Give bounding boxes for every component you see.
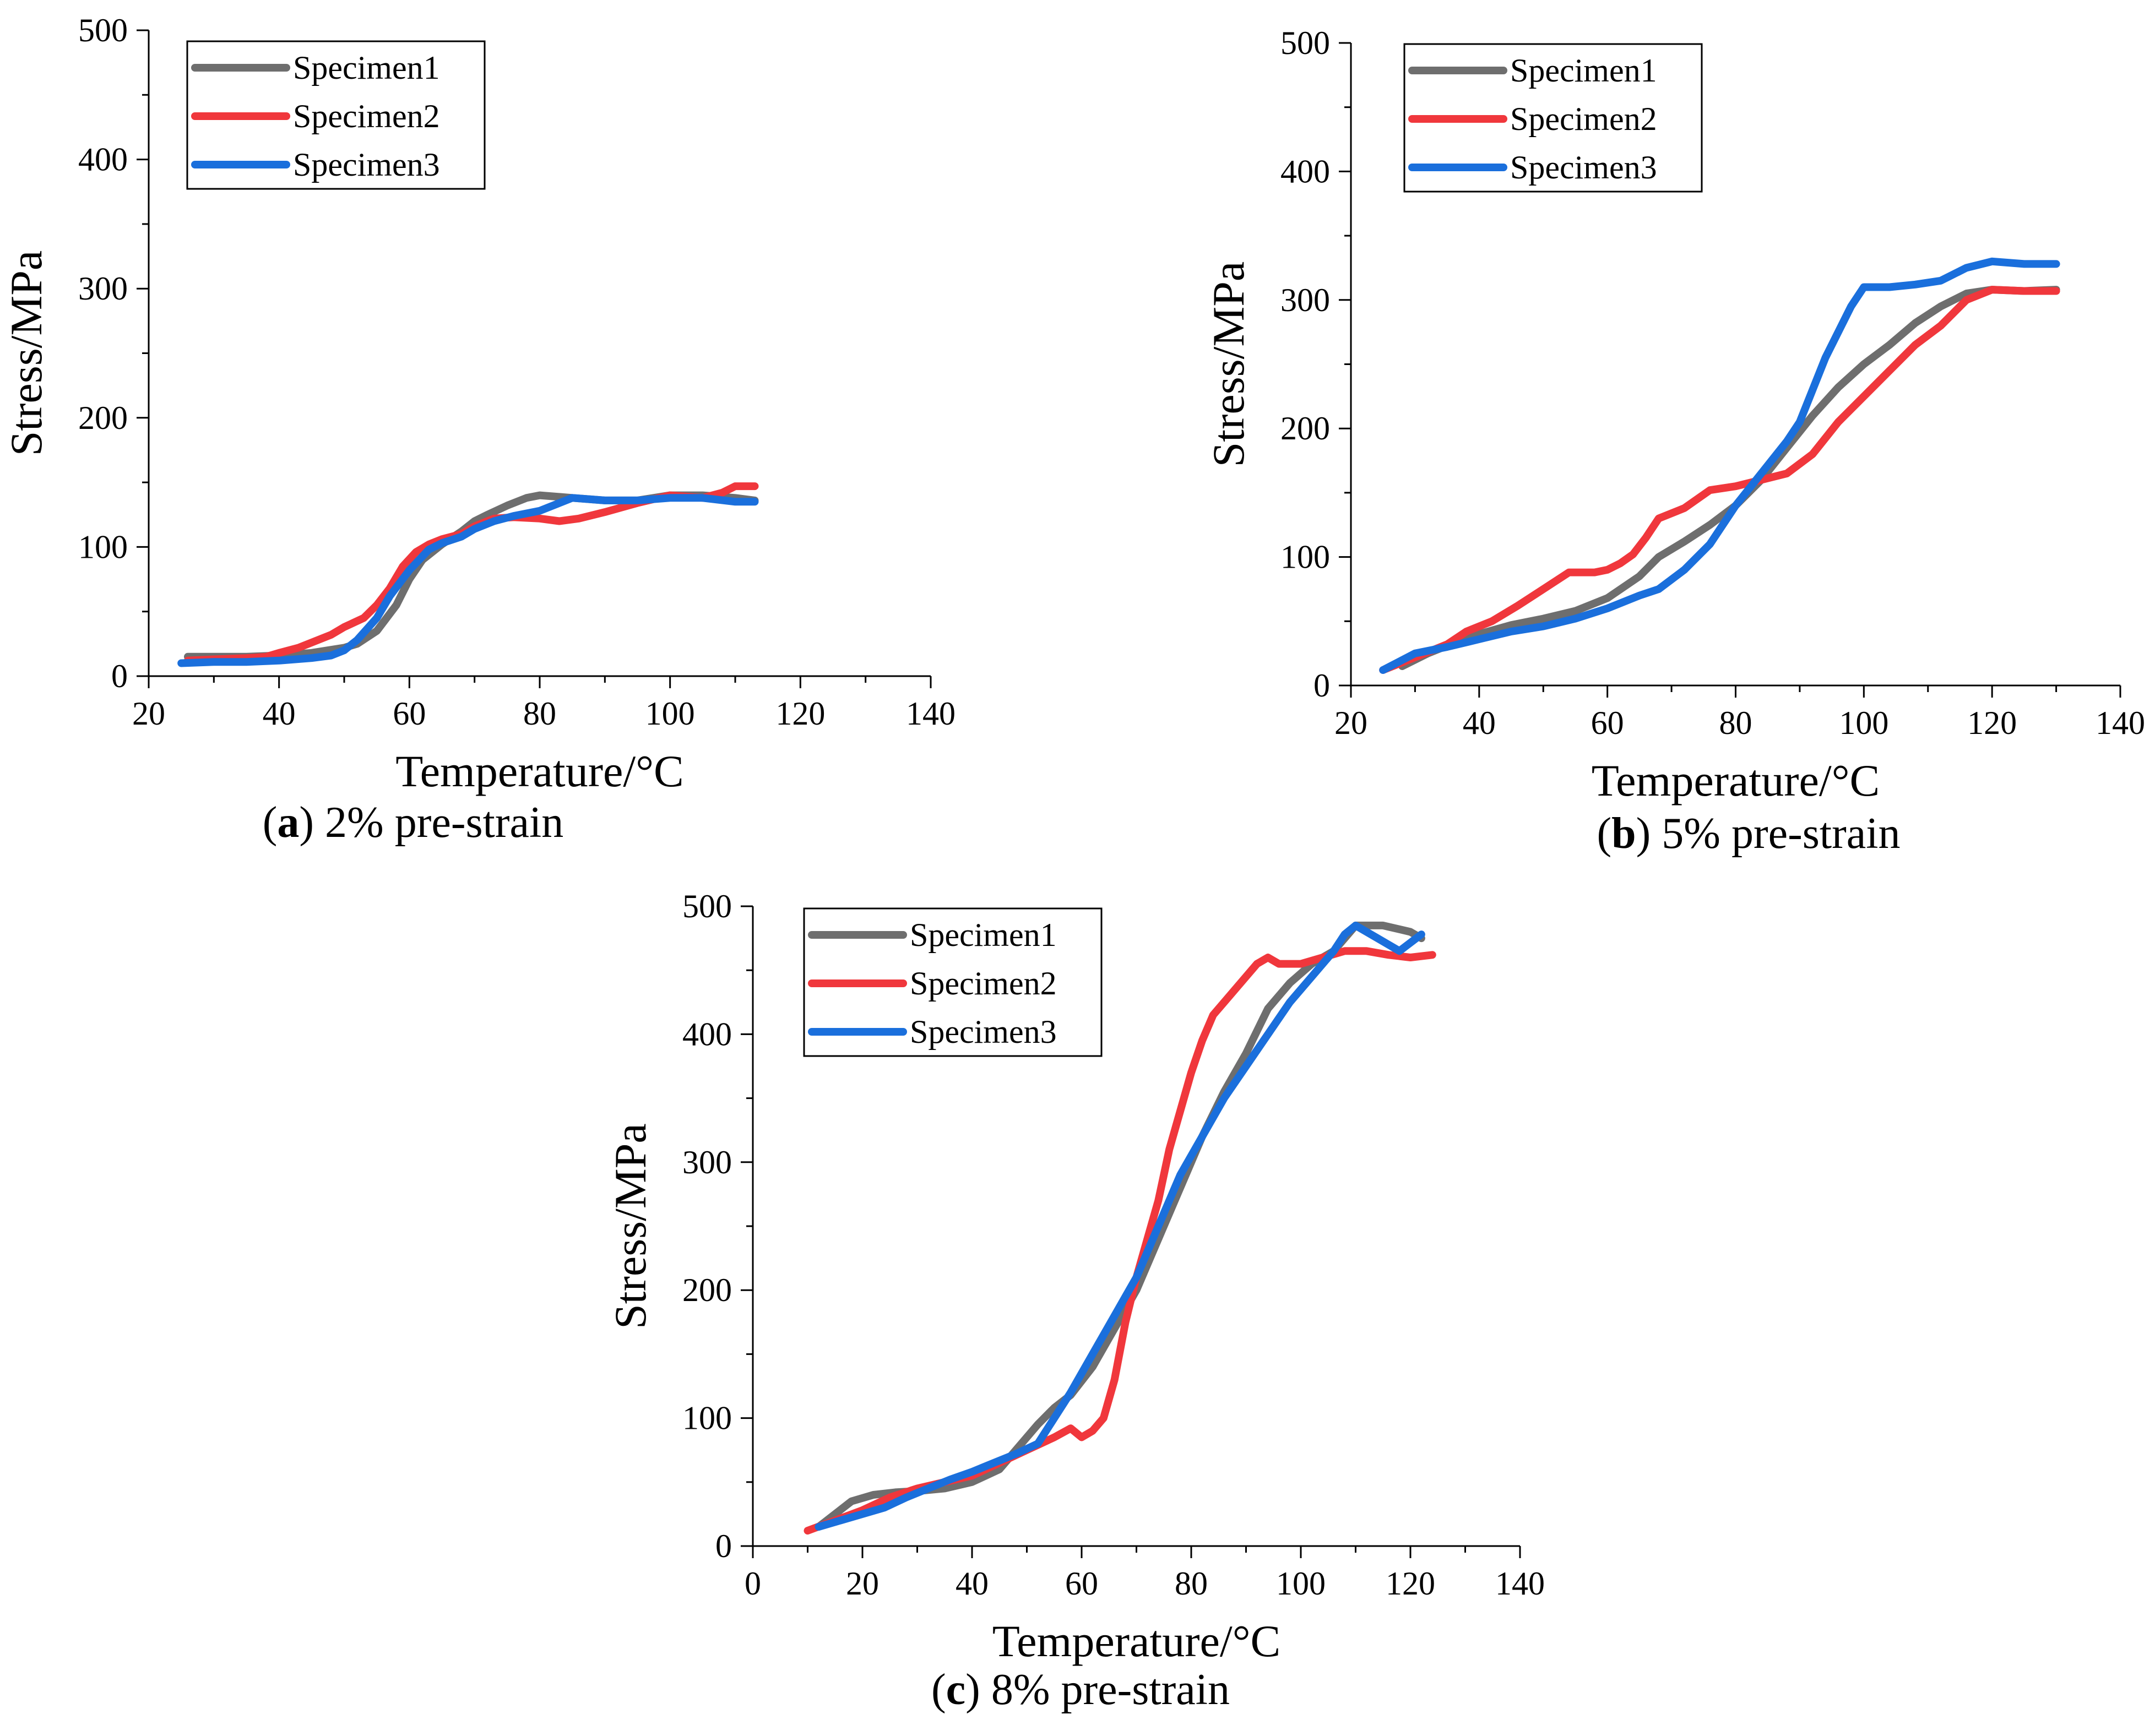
x-tick-label: 120	[1967, 705, 2017, 741]
x-tick-label: 60	[1591, 705, 1624, 741]
x-tick-label: 80	[1175, 1565, 1208, 1602]
y-tick-label: 0	[1313, 667, 1330, 704]
y-tick-label: 500	[682, 888, 732, 924]
y-tick-label: 400	[682, 1016, 732, 1052]
caption-open: (	[931, 1666, 946, 1714]
x-tick-label: 40	[1463, 705, 1496, 741]
panel-caption: (a) 2% pre-strain	[263, 798, 563, 847]
series-line-specimen3	[177, 494, 759, 667]
x-tick-label: 20	[132, 695, 165, 732]
series-line-specimen1	[184, 491, 759, 661]
y-tick-label: 200	[78, 400, 128, 436]
y-tick-label: 0	[111, 658, 128, 694]
chart-panel-a: 20 40 60 80 100 120 140 0 100 200 300 400 500 Tempera…	[1, 12, 956, 847]
y-tick-label: 300	[682, 1144, 732, 1180]
series-line-specimen3	[1379, 257, 2060, 674]
caption-open: (	[1597, 809, 1612, 858]
caption-text: ) 5% pre-strain	[1636, 809, 1901, 858]
caption-open: (	[263, 798, 278, 847]
x-tick-label: 100	[1839, 705, 1888, 741]
y-axis-title: Stress/MPa	[1, 251, 51, 456]
caption-text: ) 2% pre-strain	[299, 798, 563, 847]
y-axis-title: Stress/MPa	[605, 1123, 655, 1329]
legend-label: Specimen1	[293, 50, 440, 86]
y-tick-label: 200	[1280, 410, 1330, 447]
y-tick-label: 300	[1280, 282, 1330, 318]
x-tick-label: 20	[846, 1565, 879, 1602]
y-axis-title: Stress/MPa	[1203, 262, 1253, 467]
legend-label: Specimen3	[910, 1014, 1057, 1050]
x-tick-label: 140	[2096, 705, 2145, 741]
y-tick-label: 100	[78, 529, 128, 565]
series-line-specimen1	[1398, 286, 2060, 670]
caption-letter: b	[1611, 809, 1636, 858]
legend-label: Specimen2	[293, 98, 440, 134]
y-tick-label: 300	[78, 270, 128, 307]
x-tick-label: 80	[1719, 705, 1752, 741]
panel-caption: (b) 5% pre-strain	[1597, 809, 1901, 858]
y-tick-label: 200	[682, 1272, 732, 1308]
chart-panel-c: 0 20 40 60 80 100 120 140 0 100 200 300 400 500 Temper…	[605, 888, 1545, 1714]
y-tick-label: 400	[1280, 153, 1330, 189]
x-tick-label: 40	[263, 695, 296, 732]
x-tick-label: 0	[745, 1565, 761, 1602]
x-tick-label: 40	[956, 1565, 989, 1602]
x-tick-label: 20	[1334, 705, 1367, 741]
x-axis-title: Temperature/°C	[1592, 755, 1880, 806]
series-line-specimen2	[1379, 286, 2060, 674]
series-line-specimen2	[184, 482, 759, 665]
series-line-specimen3	[815, 921, 1425, 1531]
x-tick-label: 100	[645, 695, 695, 732]
x-axis-title: Temperature/°C	[992, 1616, 1280, 1666]
y-tick-label: 500	[78, 12, 128, 48]
y-tick-label: 100	[1280, 539, 1330, 575]
x-tick-label: 140	[906, 695, 956, 732]
legend-label: Specimen3	[1510, 149, 1657, 186]
legend-label: Specimen1	[1510, 52, 1657, 89]
chart-panel-b: 20 40 60 80 100 120 140 0 100 200 300 400 500 Tempera…	[1203, 25, 2145, 858]
legend-label: Specimen2	[1510, 101, 1657, 137]
x-tick-label: 80	[523, 695, 556, 732]
x-tick-label: 60	[393, 695, 426, 732]
caption-letter: a	[277, 798, 299, 847]
x-tick-label: 100	[1276, 1565, 1326, 1602]
legend-label: Specimen2	[910, 965, 1057, 1002]
y-tick-label: 400	[78, 142, 128, 178]
y-tick-label: 0	[715, 1528, 732, 1564]
x-tick-label: 120	[775, 695, 825, 732]
y-tick-label: 500	[1280, 25, 1330, 61]
x-tick-label: 120	[1386, 1565, 1435, 1602]
x-tick-label: 60	[1065, 1565, 1098, 1602]
legend-label: Specimen1	[910, 917, 1057, 953]
x-tick-label: 140	[1495, 1565, 1545, 1602]
legend-label: Specimen3	[293, 146, 440, 183]
panel-caption: (c) 8% pre-strain	[931, 1666, 1230, 1714]
caption-text: ) 8% pre-strain	[965, 1666, 1230, 1714]
x-axis-title: Temperature/°C	[395, 746, 683, 796]
y-tick-label: 100	[682, 1400, 732, 1436]
caption-letter: c	[946, 1666, 966, 1714]
